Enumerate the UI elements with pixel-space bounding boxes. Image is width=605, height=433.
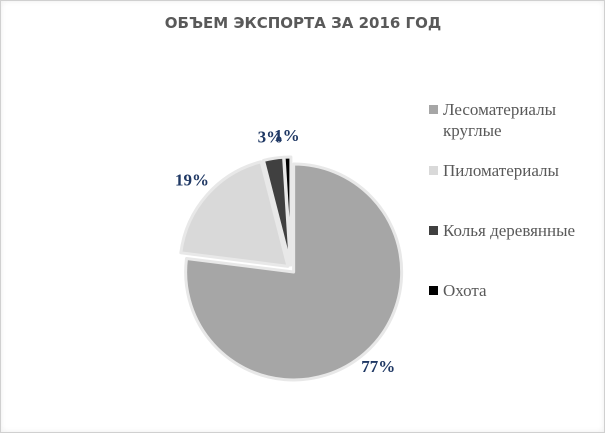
pie-slice — [184, 162, 404, 382]
legend-label: Колья деревянные — [443, 221, 576, 240]
legend-label: Лесоматериалы круглые — [443, 100, 557, 140]
legend-item: Охота — [429, 280, 599, 301]
data-label: 77% — [361, 357, 395, 376]
legend-swatch — [429, 226, 438, 235]
legend-item: Пиломатериалы — [429, 160, 599, 181]
pie-slice — [179, 160, 290, 268]
pie-slice — [282, 155, 293, 267]
legend-item: Колья деревянные — [429, 220, 599, 241]
legend-swatch — [429, 105, 438, 114]
legend-item: Лесоматериалы круглые — [429, 99, 599, 141]
chart-title: ОБЪЕМ ЭКСПОРТА ЗА 2016 ГОД — [165, 14, 441, 32]
legend-label: Охота — [443, 281, 487, 300]
data-label: 1% — [274, 126, 300, 145]
legend-label: Пиломатериалы — [443, 161, 559, 180]
legend-swatch — [429, 286, 438, 295]
legend: Лесоматериалы круглые Пиломатериалы Колья … — [429, 99, 599, 340]
data-label: 3% — [258, 128, 284, 147]
data-label: 19% — [175, 171, 209, 190]
legend-swatch — [429, 166, 438, 175]
